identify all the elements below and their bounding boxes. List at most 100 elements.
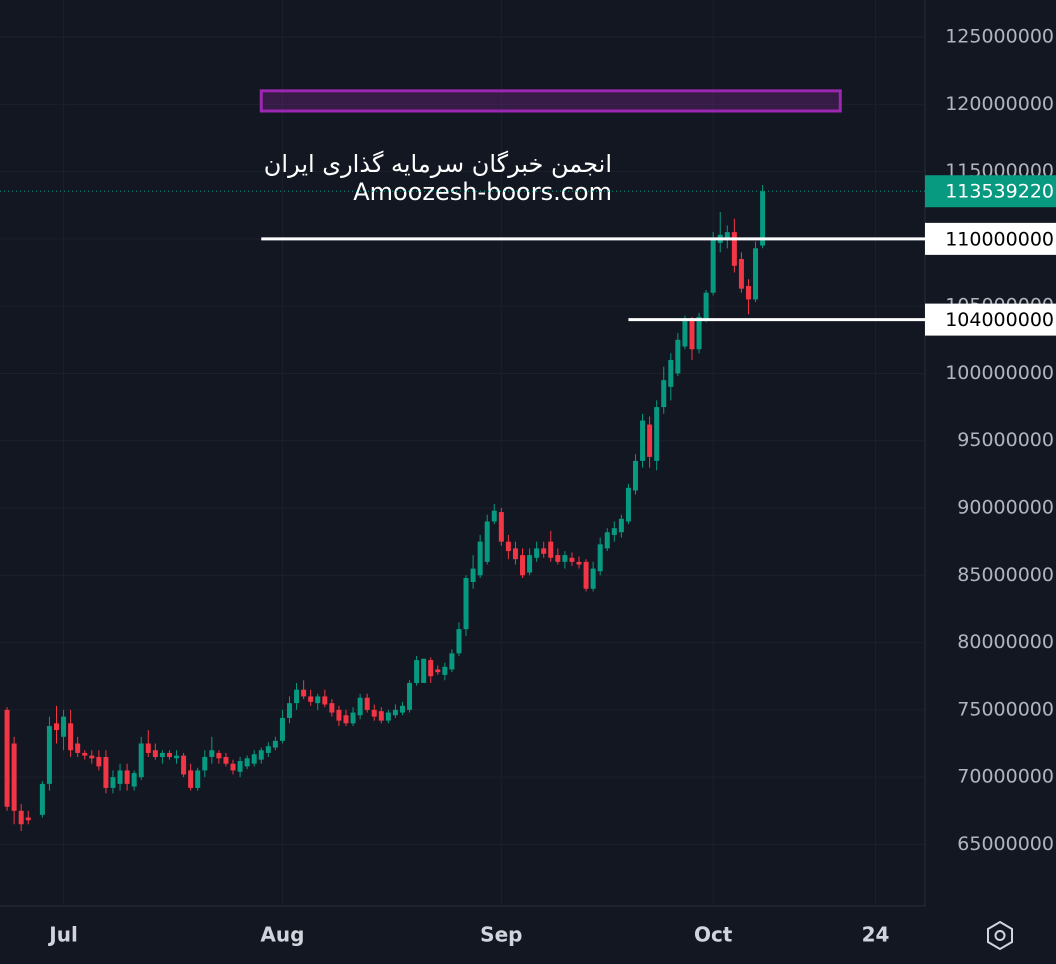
candle-body — [82, 752, 88, 756]
candle-body — [611, 528, 617, 535]
candle-body — [625, 487, 631, 522]
candle-body — [188, 770, 194, 788]
candle-body — [534, 548, 540, 558]
candle-body — [357, 697, 363, 716]
candle-body — [661, 380, 667, 408]
candle-body — [569, 557, 575, 562]
candle-body — [668, 359, 674, 387]
x-tick-label: Sep — [480, 923, 522, 947]
candle-body — [407, 682, 413, 710]
candle-body — [555, 555, 561, 562]
y-tick-label: 120000000 — [945, 93, 1054, 115]
y-tick-label: 85000000 — [957, 564, 1054, 586]
price-box — [925, 303, 1056, 336]
candle-body — [244, 758, 250, 767]
settings-icon[interactable] — [987, 920, 1013, 951]
y-tick-label: 80000000 — [957, 631, 1054, 653]
candle-body — [399, 705, 405, 713]
x-tick-label: Oct — [694, 923, 733, 947]
plot: انجمن خبرگان سرمایه گذاری ایرانAmoozesh-… — [0, 89, 925, 831]
candle-body — [654, 407, 660, 461]
candle-body — [68, 723, 74, 751]
candle-body — [272, 740, 278, 748]
settings-hexagon[interactable] — [987, 920, 1013, 951]
candle-body — [131, 773, 137, 787]
candle-body — [138, 743, 144, 778]
candle-body — [237, 761, 243, 772]
candle-body — [632, 460, 638, 491]
candle-body — [371, 709, 377, 717]
candle-body — [216, 752, 222, 759]
x-tick-label: Aug — [260, 923, 304, 947]
candle-body — [753, 248, 759, 300]
candle-body — [682, 319, 688, 347]
candle-body — [230, 763, 236, 771]
candle-body — [202, 756, 208, 771]
candle-body — [724, 232, 730, 239]
candle-body — [322, 696, 328, 705]
candle-body — [442, 666, 448, 675]
y-tick-label: 125000000 — [945, 26, 1054, 48]
candle-body — [738, 259, 744, 289]
candle-body — [89, 755, 95, 759]
candle-body — [696, 316, 702, 350]
y-tick-label: 70000000 — [957, 766, 1054, 788]
candle-body — [710, 238, 716, 293]
candle-body — [265, 746, 271, 753]
candle-body — [647, 424, 653, 457]
candle-body — [336, 709, 342, 721]
candle-body — [385, 712, 391, 721]
candle-body — [378, 711, 384, 721]
candle-body — [117, 770, 123, 784]
candle-body — [308, 696, 314, 702]
watermark-text: انجمن خبرگان سرمایه گذاری ایران — [264, 150, 612, 178]
candle-body — [541, 548, 547, 554]
candle-body — [421, 658, 427, 683]
candle-body — [152, 750, 158, 757]
candle-body — [583, 561, 589, 589]
candle-body — [597, 544, 603, 572]
y-tick-label: 65000000 — [957, 833, 1054, 855]
candle-body — [301, 689, 307, 697]
candle-body — [11, 743, 17, 811]
candle-body — [96, 756, 102, 767]
candle-body — [491, 510, 497, 522]
settings-circle[interactable] — [994, 930, 1006, 941]
candle-body — [675, 339, 681, 374]
candle-body — [181, 755, 187, 775]
zone — [259, 89, 842, 113]
candle-body — [145, 743, 151, 753]
candle-body — [498, 512, 504, 542]
candle-body — [689, 319, 695, 350]
candle-body — [195, 770, 201, 788]
candle-body — [590, 568, 596, 589]
candle-body — [343, 715, 349, 724]
candle-body — [251, 754, 257, 764]
candle-body — [46, 726, 52, 784]
candle-body — [470, 568, 476, 583]
candle-body — [463, 577, 469, 630]
candle-body — [640, 420, 646, 461]
last-price-label: 113539220 — [945, 181, 1054, 203]
last-price-box — [925, 175, 1056, 208]
price-box-label: 104000000 — [945, 309, 1054, 331]
candle-body — [25, 817, 31, 821]
candle-body — [456, 629, 462, 654]
candle-body — [209, 750, 215, 757]
candle-body — [174, 755, 180, 759]
candle-body — [449, 653, 455, 670]
candle-body — [745, 285, 751, 300]
candle-body — [760, 191, 766, 246]
candle-body — [414, 660, 420, 683]
candle-body — [124, 770, 130, 784]
price-box — [925, 222, 1056, 255]
candle-body — [350, 712, 356, 724]
candle-body — [258, 750, 264, 760]
candle-body — [484, 521, 490, 562]
candle-body — [520, 555, 526, 576]
candle-body — [279, 717, 285, 741]
candle-body — [159, 752, 165, 757]
candle-body — [166, 752, 172, 757]
candle-body — [576, 561, 582, 565]
